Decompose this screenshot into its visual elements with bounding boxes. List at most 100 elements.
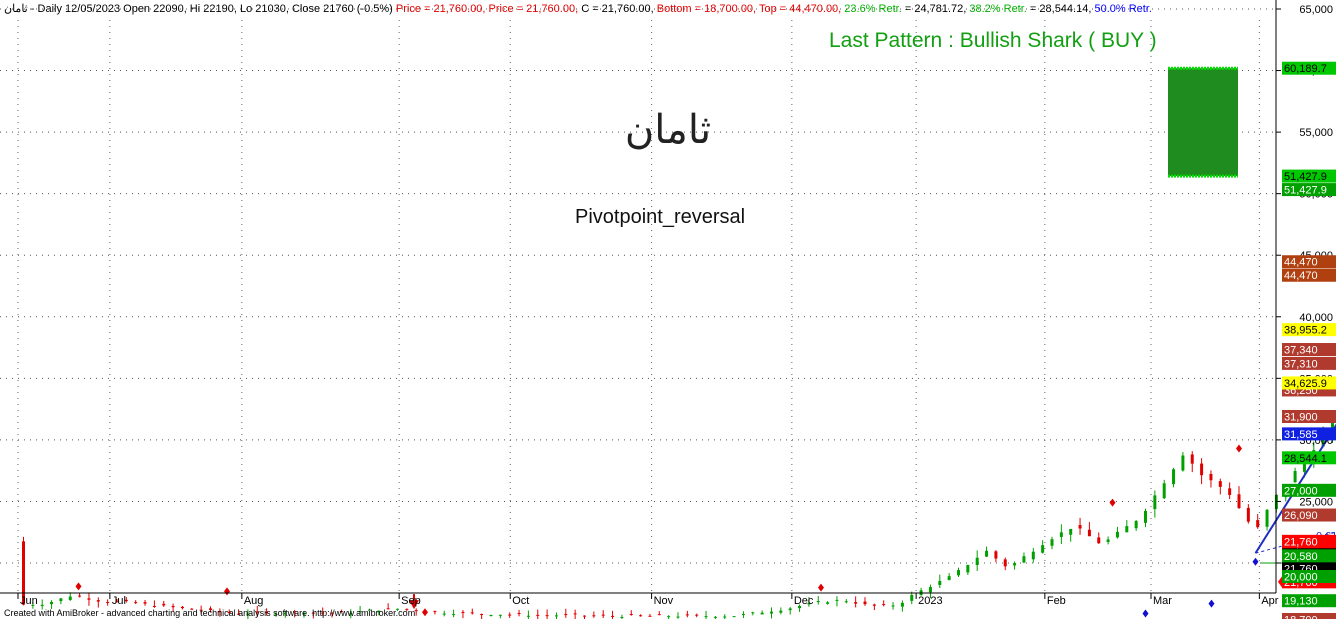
candle-body [59,598,63,602]
x-tick-label: Jun [20,595,38,607]
candle-body [349,613,353,615]
candle-body [732,616,736,618]
axis-badge-label: 20,580 [1284,551,1318,563]
candle-body [928,587,932,593]
x-tick-label: Feb [1047,595,1066,607]
axis-badge [1282,451,1336,465]
candle-body [1078,525,1082,529]
pivot-diamond [1142,609,1149,618]
candle-body [255,611,259,613]
axis-badge [1282,427,1336,441]
candle-body [1218,481,1222,487]
x-tick-label: Dec [794,595,814,607]
candle-body [1003,559,1007,567]
candle-body [1246,507,1250,522]
candle-body [872,604,876,606]
axis-badge [1282,376,1336,390]
axis-badge [1282,613,1336,619]
candle-body [1209,473,1213,481]
candle-body [723,616,727,618]
candle-body [882,604,886,606]
candle-body [1190,454,1194,464]
candle-body [405,608,409,610]
candle-body [1162,483,1166,499]
candle-body [1041,545,1045,553]
header-segment: Bottom = 18,700.00, [657,3,759,15]
y-tick-label: 55,000 [1299,127,1333,139]
x-tick-label: Oct [512,595,529,607]
axis-badge-label: 21,760 [1284,536,1318,548]
x-tick-label: Mar [1153,595,1172,607]
axis-badge [1282,508,1336,522]
candle-body [40,604,44,606]
y-tick-label: 40,000 [1299,312,1333,324]
candle-body [433,611,437,613]
axis-badge-label: 31,585 [1284,429,1318,441]
y-tick-label: 65,000 [1299,4,1333,16]
pivot-diamond [818,583,824,592]
candle-body [461,611,465,613]
candle-body [1087,529,1091,537]
axis-badge-label: 51,427.9 [1284,171,1327,183]
header-segment: C = 21,760.00, [581,3,657,15]
candle-body [685,614,689,616]
y-tick-label: 25,000 [1299,496,1333,508]
candle-body [396,608,399,610]
candle-body [508,614,512,616]
grid-lines [0,8,1276,593]
candle-body [1097,537,1101,544]
axis-badge [1282,483,1336,497]
candle-body [760,612,764,615]
header-segment: = 28,544.14, [1030,3,1095,15]
x-tick-label: Apr [1261,595,1278,607]
candle-body [1237,494,1241,508]
candle-body [50,601,54,605]
candle-body [517,613,521,615]
pivot-diamond [1208,599,1215,608]
candle-body [704,616,708,618]
candle-body [246,613,250,615]
axis-badge-label: 34,625.9 [1284,378,1327,390]
candle-body [807,602,811,605]
pivot-diamond [422,608,428,617]
candle-body [414,610,418,612]
x-axis-ticks: JunJulAugSepOctNovDec2023FebMarAprMayJun… [17,593,1279,607]
candle-body [489,615,493,617]
axis-badge-label: 51,427.9 [1284,185,1327,197]
header-segment: 23.6% Retr. [844,3,905,15]
pivot-markers [75,444,1259,618]
buy-zone-box [1168,68,1238,177]
candle-body [676,616,680,618]
candle-body [143,602,147,604]
candle-body [648,615,652,617]
candle-body [1172,469,1176,485]
axis-badge-label: 37,310 [1284,358,1318,370]
axis-badge-label: 37,340 [1284,345,1318,357]
axis-badge [1282,343,1336,357]
candle-body [545,615,549,617]
candle-body [1265,509,1269,527]
candle-body [826,602,830,604]
candle-body [452,614,456,616]
candle-body [87,598,91,600]
badge-pointer [1278,576,1282,588]
candle-body [788,608,792,611]
candle-body [947,576,951,580]
axis-badge-label: 26,090 [1284,510,1318,522]
x-tick-label: 2023 [918,595,942,607]
candle-body [975,557,979,566]
header-segment: Price = 21,760.00, [396,3,489,15]
axis-badge-label: 20,000 [1284,572,1318,584]
candle-body [779,610,783,613]
candle-body [31,604,35,606]
header-segment: = 24,781.72, [905,3,970,15]
candle-body [1302,459,1306,472]
candle-body [938,580,942,585]
candle-body [386,608,390,610]
axis-badge-label: 18,700 [1284,615,1318,619]
axis-badge [1282,534,1336,548]
candle-body [480,614,484,616]
axis-badge [1282,323,1336,337]
candle-body [564,614,568,616]
